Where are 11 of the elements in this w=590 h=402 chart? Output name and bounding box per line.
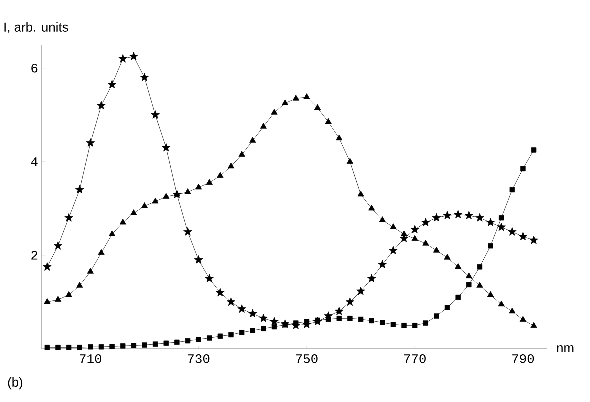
- x-tick-label: 710: [80, 354, 102, 364]
- y-tick-label: 4: [31, 158, 38, 166]
- x-tick-label: 750: [296, 354, 318, 364]
- x-axis-title: nm: [557, 346, 574, 352]
- y-axis-title: I, arb. units: [4, 22, 68, 34]
- x-tick-label: 770: [404, 354, 426, 364]
- y-tick-label: 2: [32, 251, 38, 260]
- y-tick-label: 6: [32, 64, 38, 73]
- x-tick-label: 790: [512, 354, 534, 364]
- x-tick-label: 730: [188, 354, 210, 364]
- text: (b): [8, 378, 23, 390]
